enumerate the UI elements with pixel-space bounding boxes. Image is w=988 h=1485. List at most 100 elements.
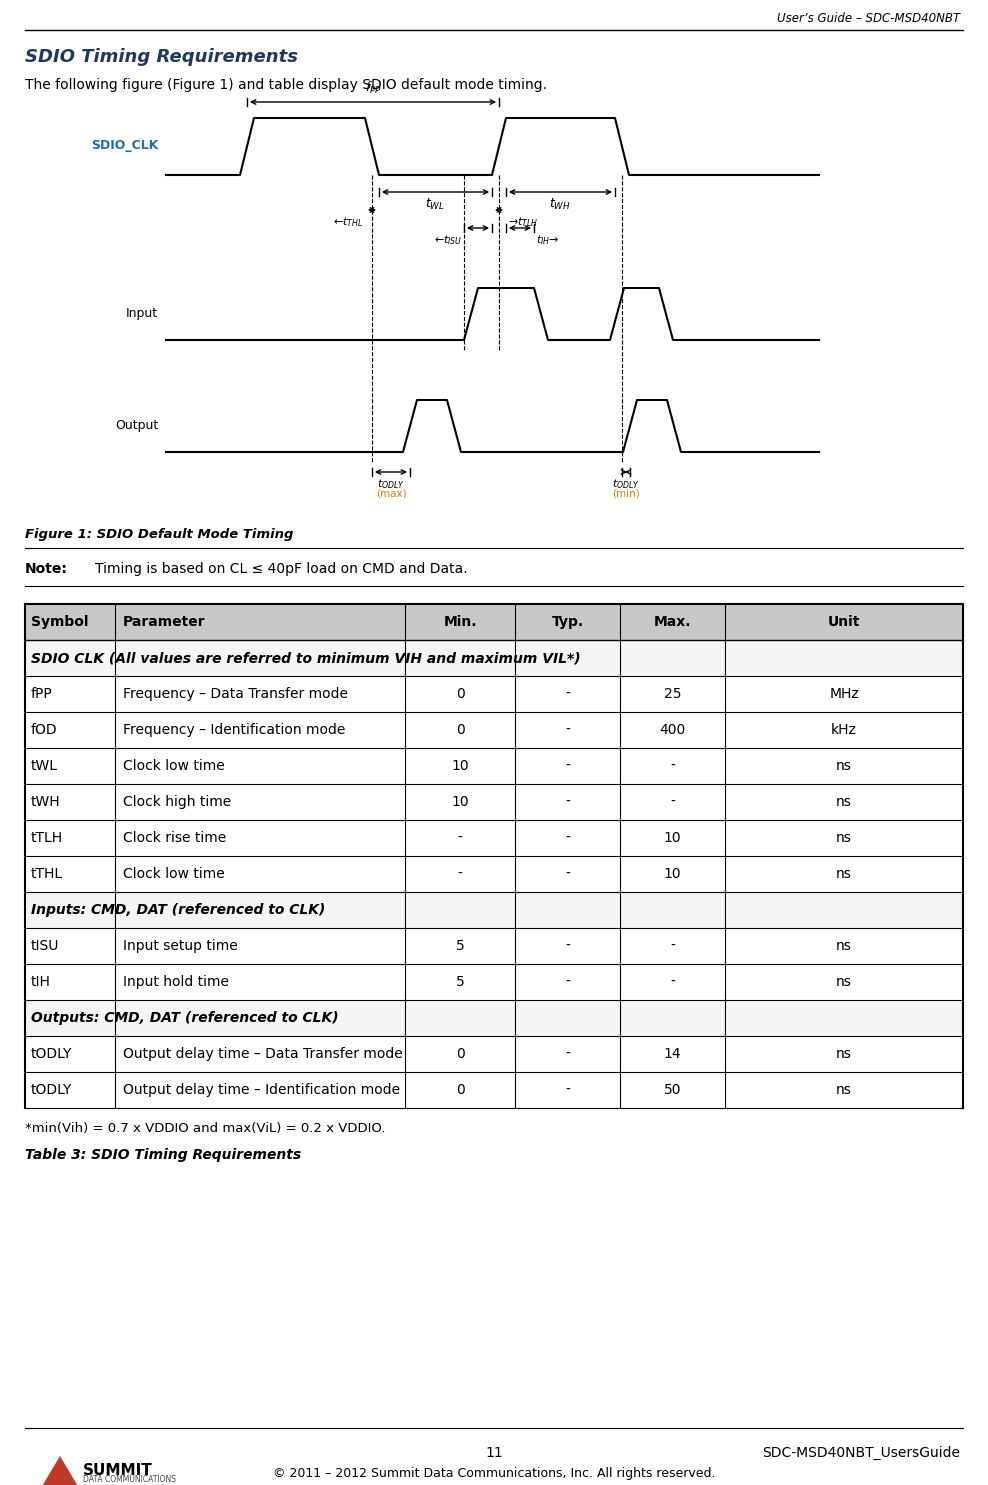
Text: ns: ns xyxy=(836,939,852,953)
Text: -: - xyxy=(670,939,675,953)
Text: © 2011 – 2012 Summit Data Communications, Inc. All rights reserved.: © 2011 – 2012 Summit Data Communications… xyxy=(273,1467,715,1481)
Text: *min(Vih) = 0.7 x VDDIO and max(ViL) = 0.2 x VDDIO.: *min(Vih) = 0.7 x VDDIO and max(ViL) = 0… xyxy=(25,1123,385,1135)
Text: SDIO CLK (All values are referred to minimum VIH and maximum VIL*): SDIO CLK (All values are referred to min… xyxy=(31,650,581,665)
Text: Inputs: CMD, DAT (referenced to CLK): Inputs: CMD, DAT (referenced to CLK) xyxy=(31,903,325,918)
Text: SUMMIT: SUMMIT xyxy=(83,1463,153,1478)
Text: 0: 0 xyxy=(455,1047,464,1060)
Text: -: - xyxy=(565,832,570,845)
Text: User’s Guide – SDC-MSD40NBT: User’s Guide – SDC-MSD40NBT xyxy=(777,12,960,25)
Text: (min): (min) xyxy=(613,489,640,499)
Text: -: - xyxy=(565,976,570,989)
Text: →$t_{TLH}$: →$t_{TLH}$ xyxy=(508,215,538,229)
Text: ns: ns xyxy=(836,832,852,845)
Text: Clock low time: Clock low time xyxy=(123,867,224,881)
Text: Frequency – Data Transfer mode: Frequency – Data Transfer mode xyxy=(123,688,348,701)
Text: -: - xyxy=(565,759,570,774)
Text: 10: 10 xyxy=(452,794,469,809)
Text: Typ.: Typ. xyxy=(551,615,584,630)
Text: -: - xyxy=(457,832,462,845)
Text: $t_{WL}$: $t_{WL}$ xyxy=(425,198,445,212)
Bar xyxy=(25,640,963,676)
Text: 5: 5 xyxy=(455,939,464,953)
Text: tTLH: tTLH xyxy=(31,832,63,845)
Text: -: - xyxy=(457,867,462,881)
Text: tWL: tWL xyxy=(31,759,58,774)
Text: $t_{ODLY}$: $t_{ODLY}$ xyxy=(612,477,640,492)
Text: ns: ns xyxy=(836,794,852,809)
Text: tWH: tWH xyxy=(31,794,60,809)
Text: tODLY: tODLY xyxy=(31,1047,72,1060)
Text: -: - xyxy=(565,867,570,881)
Text: $t_{ODLY}$: $t_{ODLY}$ xyxy=(377,477,405,492)
Text: ns: ns xyxy=(836,759,852,774)
Text: SDC-MSD40NBT_UsersGuide: SDC-MSD40NBT_UsersGuide xyxy=(762,1446,960,1460)
Text: -: - xyxy=(565,939,570,953)
Text: Figure 1: SDIO Default Mode Timing: Figure 1: SDIO Default Mode Timing xyxy=(25,529,293,541)
Text: tTHL: tTHL xyxy=(31,867,63,881)
Text: Output delay time – Identification mode: Output delay time – Identification mode xyxy=(123,1083,400,1097)
Text: 25: 25 xyxy=(664,688,682,701)
Text: tIH: tIH xyxy=(31,976,50,989)
Text: Input hold time: Input hold time xyxy=(123,976,229,989)
Text: -: - xyxy=(565,1083,570,1097)
Text: Clock rise time: Clock rise time xyxy=(123,832,226,845)
Text: -: - xyxy=(565,723,570,737)
Text: 10: 10 xyxy=(452,759,469,774)
Text: 11: 11 xyxy=(485,1446,503,1460)
Text: $t_{WH}$: $t_{WH}$ xyxy=(549,198,571,212)
Text: Note:: Note: xyxy=(25,561,68,576)
Text: ←$t_{THL}$: ←$t_{THL}$ xyxy=(333,215,363,229)
Text: Clock high time: Clock high time xyxy=(123,794,231,809)
Text: Table 3: SDIO Timing Requirements: Table 3: SDIO Timing Requirements xyxy=(25,1148,301,1161)
Text: 0: 0 xyxy=(455,1083,464,1097)
Text: (max): (max) xyxy=(375,489,406,499)
Text: 10: 10 xyxy=(664,832,682,845)
Text: ←$t_{ISU}$: ←$t_{ISU}$ xyxy=(434,233,462,247)
Text: Output delay time – Data Transfer mode: Output delay time – Data Transfer mode xyxy=(123,1047,403,1060)
Text: ns: ns xyxy=(836,1047,852,1060)
Bar xyxy=(25,892,963,928)
Text: 50: 50 xyxy=(664,1083,682,1097)
Text: Max.: Max. xyxy=(654,615,692,630)
Text: -: - xyxy=(565,794,570,809)
Text: DATA COMMUNICATIONS: DATA COMMUNICATIONS xyxy=(83,1476,176,1485)
Text: 5: 5 xyxy=(455,976,464,989)
Text: SDIO Timing Requirements: SDIO Timing Requirements xyxy=(25,48,298,65)
Text: $f_{PP}$: $f_{PP}$ xyxy=(365,80,381,97)
Text: kHz: kHz xyxy=(831,723,857,737)
Text: 0: 0 xyxy=(455,723,464,737)
Text: tISU: tISU xyxy=(31,939,59,953)
Bar xyxy=(25,999,963,1037)
Text: $t_{IH}$→: $t_{IH}$→ xyxy=(536,233,559,247)
Text: The following figure (Figure 1) and table display SDIO default mode timing.: The following figure (Figure 1) and tabl… xyxy=(25,79,547,92)
Text: Symbol: Symbol xyxy=(31,615,89,630)
Text: Frequency – Identification mode: Frequency – Identification mode xyxy=(123,723,346,737)
Text: -: - xyxy=(670,759,675,774)
Bar xyxy=(25,604,963,640)
Text: Unit: Unit xyxy=(828,615,861,630)
Text: Input: Input xyxy=(125,307,158,321)
Text: fPP: fPP xyxy=(31,688,52,701)
Text: Output: Output xyxy=(115,419,158,432)
Text: -: - xyxy=(565,688,570,701)
Text: fOD: fOD xyxy=(31,723,57,737)
Text: Clock low time: Clock low time xyxy=(123,759,224,774)
Text: Min.: Min. xyxy=(444,615,477,630)
Text: -: - xyxy=(670,976,675,989)
Text: 10: 10 xyxy=(664,867,682,881)
Text: -: - xyxy=(565,1047,570,1060)
Text: 14: 14 xyxy=(664,1047,682,1060)
Text: MHz: MHz xyxy=(829,688,859,701)
Text: ns: ns xyxy=(836,867,852,881)
Text: 0: 0 xyxy=(455,688,464,701)
Text: 400: 400 xyxy=(659,723,686,737)
Text: Timing is based on CL ≤ 40pF load on CMD and Data.: Timing is based on CL ≤ 40pF load on CMD… xyxy=(95,561,467,576)
Text: tODLY: tODLY xyxy=(31,1083,72,1097)
Text: Input setup time: Input setup time xyxy=(123,939,238,953)
Text: ns: ns xyxy=(836,1083,852,1097)
Text: -: - xyxy=(670,794,675,809)
Text: Outputs: CMD, DAT (referenced to CLK): Outputs: CMD, DAT (referenced to CLK) xyxy=(31,1011,339,1025)
Text: SDIO_CLK: SDIO_CLK xyxy=(91,140,158,153)
Text: ns: ns xyxy=(836,976,852,989)
Text: Parameter: Parameter xyxy=(123,615,206,630)
